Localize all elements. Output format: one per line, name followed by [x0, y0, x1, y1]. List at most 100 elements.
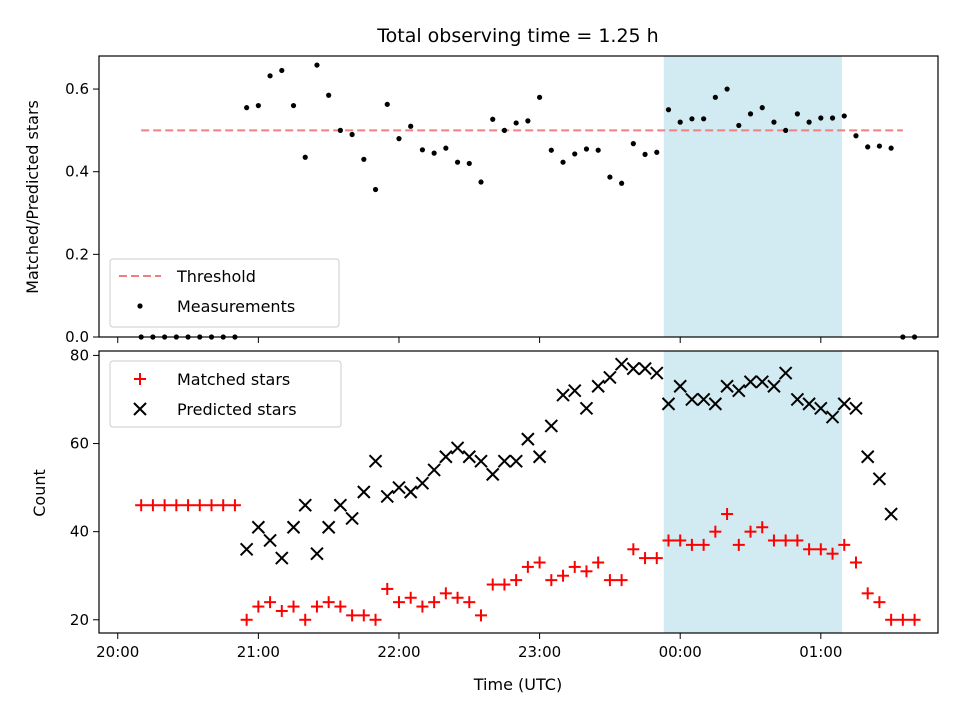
predicted-stars-point-48 — [802, 397, 816, 411]
measurements-point-23 — [408, 123, 414, 129]
matched-stars-point-50 — [721, 508, 734, 521]
matched-stars-point-11 — [264, 596, 277, 609]
measurements-point-27 — [454, 159, 461, 165]
legend-threshold-label: Threshold — [176, 267, 256, 286]
measurements-point-13 — [290, 102, 297, 109]
predicted-stars-point-21 — [486, 467, 500, 482]
predicted-stars-point-22 — [497, 454, 512, 468]
measurements-point-30 — [490, 116, 496, 122]
predicted-stars-point-11 — [368, 454, 383, 468]
chart-title: Total observing time = 1.25 h — [376, 25, 658, 47]
predicted-stars-point-54 — [872, 472, 887, 486]
predicted-stars-point-34 — [638, 361, 652, 376]
measurements-point-53 — [759, 105, 765, 111]
matched-stars-point-54 — [767, 534, 780, 547]
predicted-stars-point-12 — [380, 489, 394, 504]
top-measurement-points — [138, 62, 918, 340]
predicted-stars-point-28 — [568, 383, 582, 398]
bottom-legend: Matched stars Predicted stars — [109, 360, 342, 428]
predicted-stars-point-47 — [790, 392, 805, 407]
top-observing-window — [663, 56, 842, 337]
matched-stars-point-34 — [533, 556, 546, 569]
bottom-panel: 20:00 21:00 22:00 23:00 00:00 01:00 20406080 … — [30, 346, 939, 694]
predicted-stars-point-9 — [345, 511, 359, 526]
matched-stars-point-61 — [849, 556, 862, 569]
matched-stars-point-9 — [240, 613, 253, 626]
measurements-point-44 — [654, 149, 660, 155]
y-tick-label: 40 — [70, 523, 89, 541]
legend-measurements-swatch — [137, 303, 143, 309]
measurements-point-61 — [853, 133, 859, 139]
predicted-stars-point-15 — [415, 476, 430, 490]
measurements-point-36 — [560, 159, 566, 165]
matched-stars-point-1 — [146, 499, 159, 512]
matched-stars-point-40 — [603, 574, 616, 587]
matched-stars-point-32 — [510, 574, 523, 587]
matched-stars-point-52 — [744, 525, 757, 538]
predicted-stars-point-35 — [650, 366, 664, 380]
matched-stars-point-31 — [498, 578, 511, 591]
x-tick-label: 21:00 — [237, 643, 280, 661]
matched-stars-point-59 — [826, 547, 839, 560]
legend-measurements-label: Measurements — [177, 297, 295, 316]
matched-stars-point-4 — [182, 499, 195, 512]
predicted-stars-point-4 — [286, 520, 301, 534]
measurements-point-29 — [478, 179, 484, 185]
measurements-point-19 — [361, 156, 367, 162]
bottom-plot-frame — [98, 350, 939, 634]
bottom-y-ticks: 20 40 60 80 — [70, 346, 99, 629]
predicted-stars-point-37 — [673, 379, 687, 393]
measurements-point-32 — [513, 120, 519, 126]
measurements-point-11 — [267, 73, 273, 79]
measurements-point-63 — [876, 143, 883, 149]
bottom-observing-window — [663, 351, 842, 633]
measurements-point-49 — [712, 94, 718, 100]
measurements-point-51 — [736, 122, 742, 129]
x-tick-label: 01:00 — [799, 643, 842, 661]
predicted-stars-point-33 — [626, 361, 641, 376]
measurements-point-12 — [279, 67, 285, 74]
matched-stars-point-10 — [252, 600, 265, 613]
matched-stars-point-35 — [545, 574, 558, 587]
matched-stars-point-6 — [205, 499, 218, 512]
top-panel: 0.0 0.2 0.4 0.6 Matched/Predicted stars Thr… — [23, 55, 939, 346]
measurements-point-64 — [888, 145, 894, 151]
predicted-stars-point-36 — [661, 397, 676, 411]
measurements-point-21 — [384, 101, 390, 107]
measurements-point-34 — [536, 94, 543, 100]
predicted-stars-point-8 — [333, 498, 348, 512]
measurements-point-60 — [841, 113, 847, 119]
matched-stars-point-48 — [697, 538, 710, 551]
y-tick-label: 0.0 — [65, 328, 89, 346]
matched-stars-point-64 — [885, 613, 898, 626]
top-x-ticks — [117, 337, 822, 343]
measurements-point-52 — [747, 111, 754, 117]
matched-stars-point-18 — [346, 609, 359, 622]
matched-stars-point-49 — [709, 525, 722, 538]
bottom-x-ticks: 20:00 21:00 22:00 23:00 00:00 01:00 — [96, 633, 842, 661]
measurements-point-33 — [525, 118, 531, 124]
matched-stars-point-58 — [814, 543, 827, 556]
measurements-point-38 — [583, 146, 590, 152]
predicted-stars-point-55 — [884, 507, 898, 521]
measurements-point-14 — [302, 154, 308, 160]
matched-stars-point-16 — [322, 596, 335, 609]
matched-stars-point-39 — [592, 556, 605, 569]
matched-stars-point-30 — [486, 578, 499, 591]
matched-stars-point-65 — [896, 613, 909, 626]
predicted-stars-point-49 — [814, 401, 828, 415]
measurements-point-15 — [314, 62, 320, 68]
matched-stars-point-19 — [357, 609, 370, 622]
bottom-legend-box — [109, 360, 342, 428]
predicted-stars-point-51 — [837, 397, 851, 411]
legend-matched-label: Matched stars — [177, 370, 290, 389]
measurements-point-50 — [724, 86, 730, 92]
matched-stars-point-13 — [287, 600, 300, 613]
measurements-point-18 — [349, 131, 355, 138]
matched-stars-point-8 — [228, 499, 241, 512]
measurements-point-24 — [419, 147, 426, 153]
legend-predicted-swatch — [133, 402, 147, 416]
matched-stars-point-0 — [135, 499, 148, 512]
matched-stars-point-26 — [439, 587, 452, 600]
